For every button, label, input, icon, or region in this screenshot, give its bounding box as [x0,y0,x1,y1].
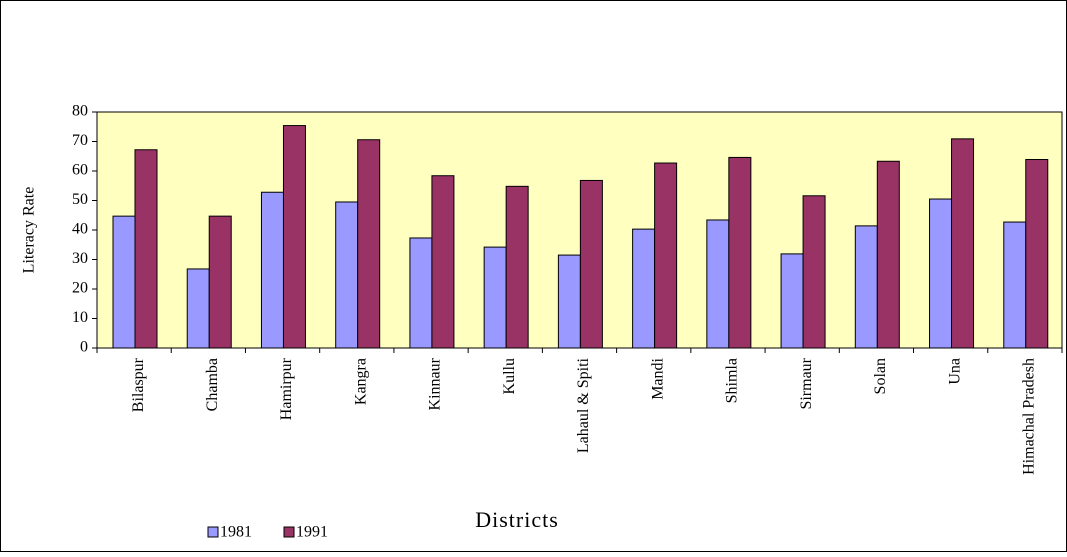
y-tick-label: 20 [72,280,88,297]
bar [929,198,953,349]
y-tick-label: 30 [72,250,88,267]
x-tick-label: Kullu [501,358,518,394]
x-tick-label: Mandi [649,357,666,399]
x-tick-label: Hamirpur [278,357,295,420]
bar [505,185,529,349]
x-tick-label: Shimla [724,358,741,403]
y-tick-label: 50 [72,191,88,208]
x-tick-label: Solan [872,358,889,394]
bar [208,215,232,349]
bar [780,253,804,349]
bar [409,237,433,349]
bar [431,175,455,349]
x-axis-label: Districts [475,507,559,532]
bar [728,156,752,349]
y-tick-label: 80 [72,103,88,120]
x-tick-label: Bilaspur [130,357,147,412]
bar [557,254,581,349]
y-tick-label: 0 [80,339,88,356]
bar [483,246,507,349]
y-axis-label: Literacy Rate [21,187,38,274]
bar [579,179,603,349]
bar [357,139,381,349]
bar [282,125,306,349]
bar [1025,158,1049,349]
bar [1003,221,1027,349]
x-tick-label: Kinnaur [427,357,444,410]
y-tick-label: 40 [72,221,88,238]
bar [112,215,136,349]
y-tick-label: 70 [72,132,88,149]
bar [951,138,975,349]
legend-label: 1991 [296,524,328,541]
y-tick-label: 60 [72,162,88,179]
bar [802,195,826,349]
x-tick-label: Una [946,358,963,385]
bar [335,201,359,349]
y-tick-label: 10 [72,309,88,326]
x-tick-label: Lahaul & Spiti [575,357,592,453]
bar [876,160,900,349]
x-tick-label: Kangra [352,358,369,405]
bar [186,268,210,349]
bar [854,225,878,349]
bar [134,149,158,349]
bar [632,228,656,349]
legend-swatch [207,526,219,538]
x-tick-label: Chamba [204,358,221,411]
x-tick-label: Himachal Pradesh [1021,358,1038,475]
legend-label: 1981 [220,524,252,541]
bar [654,162,678,349]
bar [706,219,730,349]
x-tick-label: Sirmaur [798,357,815,409]
legend-swatch [283,526,295,538]
bar [260,191,284,349]
